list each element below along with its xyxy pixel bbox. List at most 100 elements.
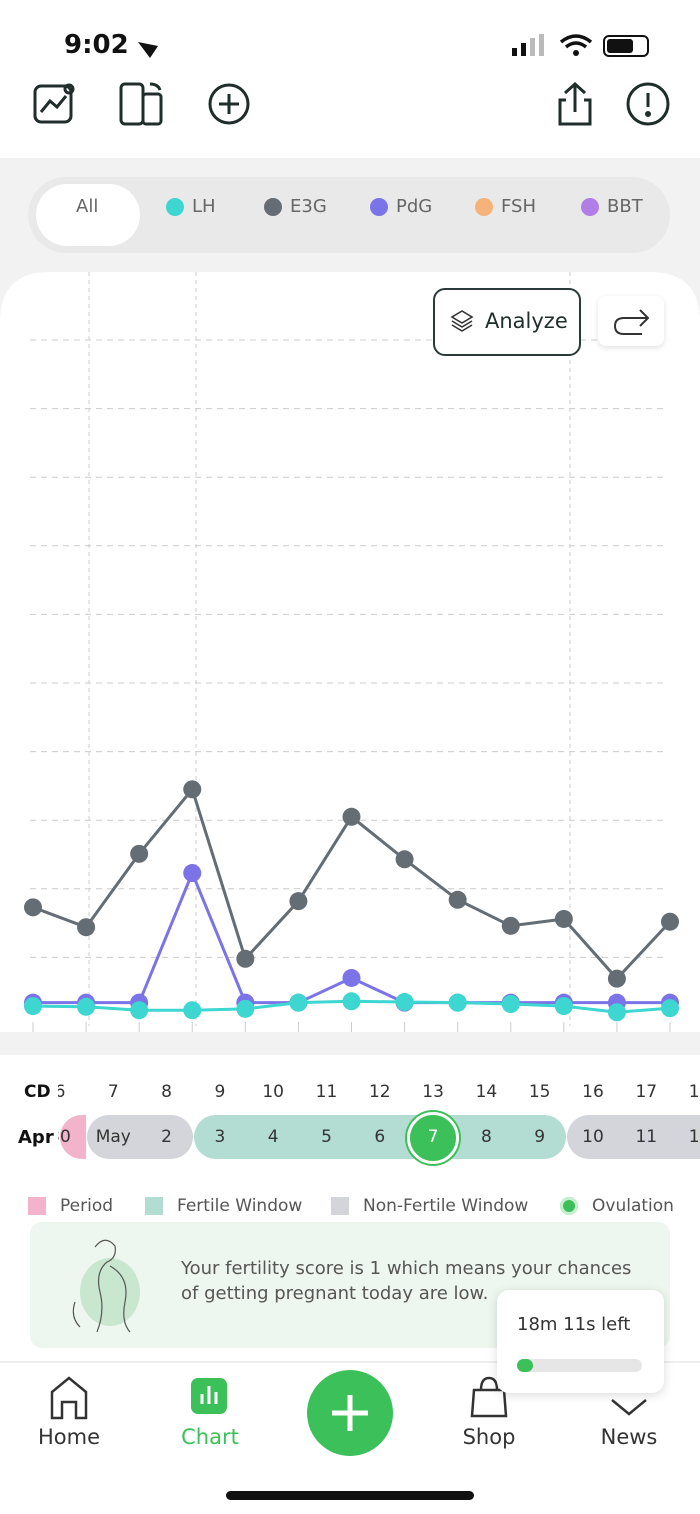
- cycle-day: 12: [368, 1082, 391, 1102]
- redo-icon: [613, 309, 650, 335]
- filter-pill[interactable]: FSH: [475, 196, 536, 217]
- date-day[interactable]: 12: [688, 1127, 700, 1147]
- legend-label[interactable]: BBT: [607, 196, 643, 217]
- data-point: [77, 997, 96, 1016]
- filter-pill[interactable]: BBT: [581, 196, 643, 217]
- nav-icons: [50, 1370, 647, 1500]
- filter-pill[interactable]: E3G: [264, 196, 327, 217]
- data-point: [289, 993, 308, 1012]
- data-point: [661, 999, 679, 1018]
- cycle-day: 10: [262, 1082, 284, 1102]
- phase-band: [193, 1115, 566, 1159]
- data-point: [554, 997, 573, 1016]
- data-point: [289, 892, 308, 911]
- date-day[interactable]: 6: [374, 1127, 386, 1147]
- date-day[interactable]: May: [95, 1127, 131, 1147]
- data-point: [448, 890, 467, 909]
- filter-all[interactable]: [36, 184, 140, 246]
- data-point: [501, 995, 520, 1014]
- legend-dot: [264, 197, 282, 216]
- cycle-day: 13: [422, 1082, 444, 1102]
- cycle-day: 11: [315, 1082, 338, 1102]
- cycle-day: 14: [475, 1082, 498, 1102]
- filter-all-label[interactable]: All: [76, 196, 99, 217]
- data-point: [77, 918, 96, 937]
- data-point: [130, 1001, 149, 1020]
- data-point: [342, 807, 361, 826]
- cycle-day: 16: [582, 1082, 604, 1102]
- data-point: [342, 992, 361, 1011]
- cycle-day: 17: [635, 1082, 658, 1102]
- filter-pill[interactable]: LH: [166, 196, 216, 217]
- data-point: [24, 898, 42, 917]
- fertility-message: Your fertility score is 1 which means yo…: [181, 1258, 632, 1304]
- legend-label: Non-Fertile Window: [363, 1196, 529, 1216]
- top-icons: [33, 34, 670, 126]
- cycle-day: 7: [107, 1082, 119, 1102]
- ovulation-marker: [407, 1112, 460, 1164]
- data-point: [130, 844, 149, 863]
- data-point: [554, 909, 573, 928]
- date-day[interactable]: 11: [635, 1127, 658, 1147]
- legend-dot: [370, 197, 388, 216]
- data-point: [661, 912, 679, 931]
- legend-label[interactable]: FSH: [501, 196, 536, 217]
- cycle-day: 18: [688, 1082, 700, 1102]
- legend-item: Period: [28, 1196, 113, 1216]
- data-point: [24, 997, 42, 1016]
- data-point: [342, 968, 361, 987]
- date-day[interactable]: 9: [534, 1127, 546, 1147]
- data-point: [448, 993, 467, 1012]
- date-day[interactable]: 4: [267, 1127, 279, 1147]
- nav-label[interactable]: News: [600, 1425, 658, 1449]
- legend-label: Period: [60, 1196, 114, 1216]
- date-day[interactable]: 7: [427, 1127, 439, 1147]
- date-day[interactable]: 30: [58, 1127, 71, 1147]
- data-point: [236, 949, 255, 968]
- legend-item: Ovulation: [560, 1196, 674, 1216]
- nav-label[interactable]: Chart: [181, 1425, 239, 1449]
- nav-separator: [0, 1361, 700, 1363]
- legend-swatch: [28, 1197, 46, 1215]
- cycle-day: 15: [528, 1082, 551, 1102]
- legend-swatch: [145, 1197, 163, 1215]
- timer-progress: [517, 1359, 534, 1372]
- phase-band: [87, 1115, 193, 1159]
- phase-band: [567, 1115, 700, 1159]
- status-time: 9:02: [64, 30, 129, 60]
- analyze-label[interactable]: Analyze: [485, 309, 568, 333]
- data-point: [501, 916, 520, 935]
- date-day[interactable]: 5: [321, 1127, 332, 1147]
- legend-label[interactable]: PdG: [396, 196, 433, 217]
- data-point: [236, 999, 255, 1018]
- date-day[interactable]: 10: [582, 1127, 604, 1147]
- nav-label[interactable]: Home: [37, 1425, 100, 1449]
- timer-text: 18m 11s left: [517, 1314, 631, 1335]
- date-day[interactable]: 3: [214, 1127, 226, 1147]
- data-point: [395, 850, 414, 869]
- cycle-day: 9: [214, 1082, 226, 1102]
- nav-label[interactable]: Shop: [462, 1425, 516, 1449]
- legend-item: Fertile Window: [145, 1196, 302, 1216]
- data-point: [607, 1003, 626, 1022]
- date-day[interactable]: 2: [161, 1127, 172, 1147]
- timer-popup: [497, 1290, 664, 1393]
- share-chart-button[interactable]: [598, 296, 664, 346]
- calendar-strip: 6 30 7 May 8 2 9 3 10 4 11 5 12 6 13 7 14 8 15 9 16 10 17 11 18 1…: [58, 1070, 700, 1170]
- legend-item: Non-Fertile Window: [331, 1196, 528, 1216]
- layers-icon: [450, 310, 474, 332]
- data-point: [183, 864, 202, 883]
- analyze-button[interactable]: [433, 288, 581, 356]
- legend-swatch: [560, 1197, 578, 1215]
- legend-label[interactable]: E3G: [290, 196, 327, 217]
- data-point: [183, 1001, 202, 1020]
- data-point: [607, 969, 626, 988]
- data-point: [395, 992, 414, 1011]
- legend-label[interactable]: LH: [192, 196, 216, 217]
- chart: [0, 272, 700, 1032]
- legend-label: Ovulation: [592, 1196, 674, 1216]
- date-day[interactable]: 8: [480, 1127, 492, 1147]
- filter-pill[interactable]: PdG: [370, 196, 432, 217]
- cycle-day: 8: [161, 1082, 172, 1102]
